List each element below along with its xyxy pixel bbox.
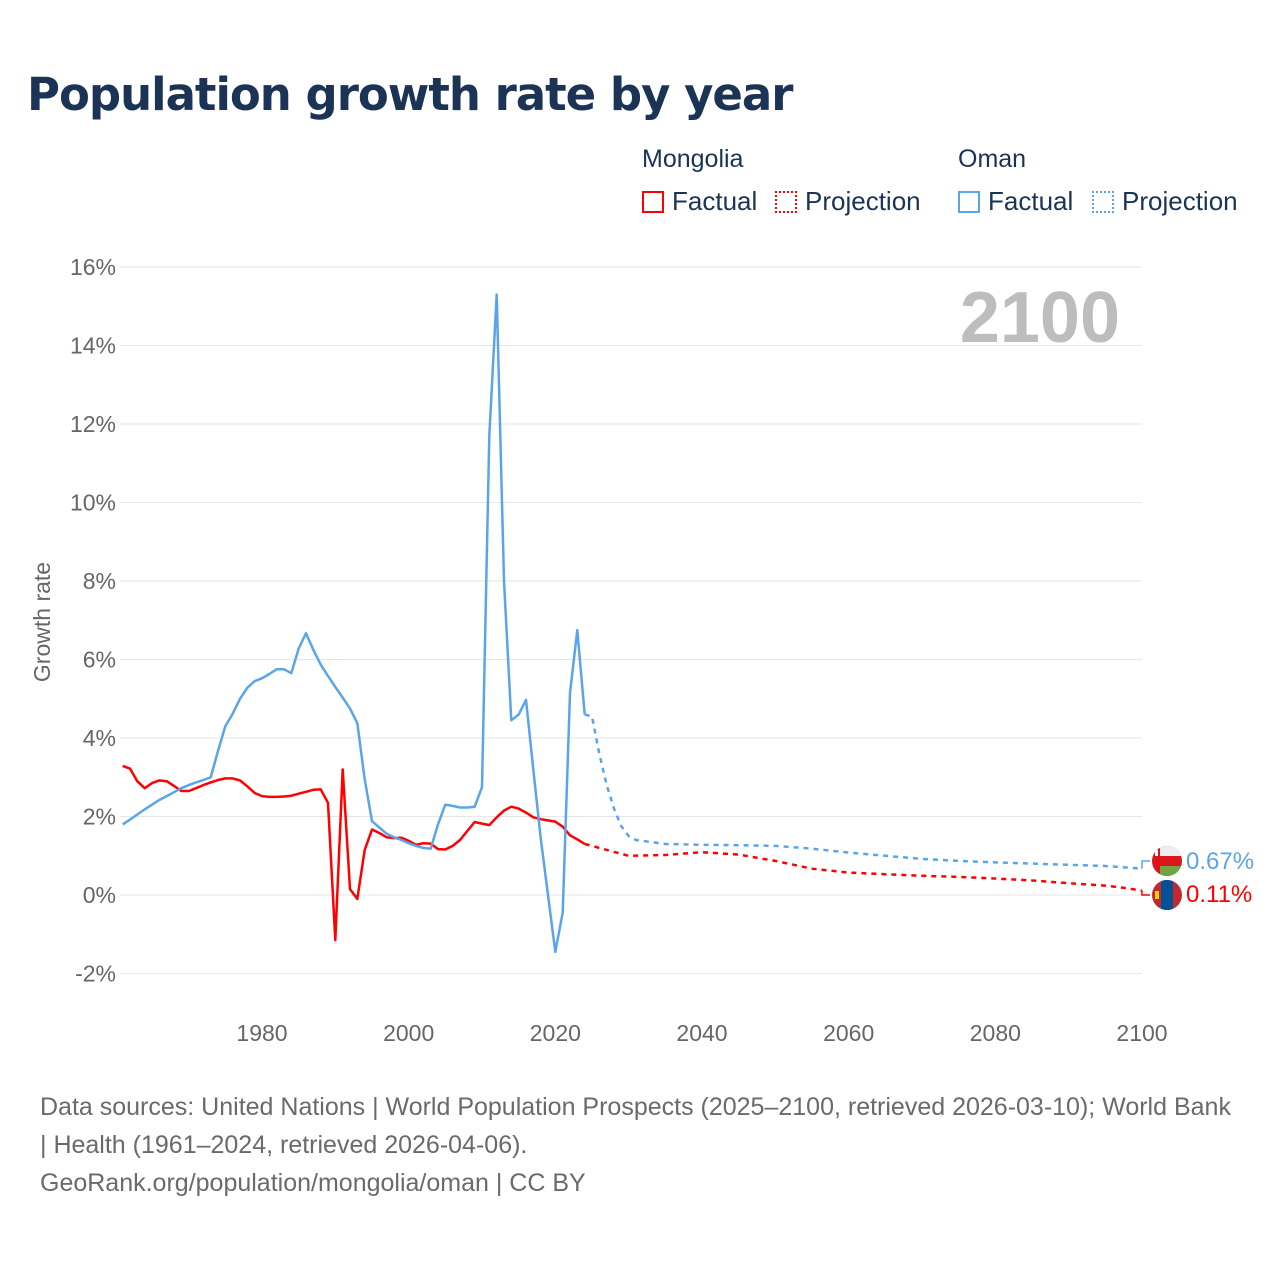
x-tick-label: 2080 <box>970 1020 1021 1046</box>
y-tick-label: 14% <box>70 333 116 359</box>
y-tick-label: -2% <box>75 961 116 987</box>
mongolia-end-value: 0.11% <box>1186 881 1252 908</box>
mongolia-factual-line <box>122 764 586 942</box>
x-tick-label: 2000 <box>383 1020 434 1046</box>
y-tick-label: 6% <box>83 647 116 673</box>
y-tick-label: 16% <box>70 254 116 280</box>
legend-label: Projection <box>1122 186 1238 216</box>
oman-end-value: 0.67% <box>1186 848 1254 875</box>
y-axis-label: Growth rate <box>29 562 55 682</box>
oman-projection-line <box>584 713 1143 870</box>
x-tick-label: 2020 <box>530 1020 581 1046</box>
legend-group-oman: Oman <box>958 145 1027 173</box>
credit-link[interactable]: GeoRank.org/population/mongolia/oman | C… <box>40 1169 586 1197</box>
line-chart: -2% 0% 2% 4% 6% 8% 10% 12% 14% 16% 1980 2000 2020 204… <box>29 254 1254 1046</box>
y-tick-label: 0% <box>83 882 116 908</box>
x-tick-label: 2060 <box>823 1020 874 1046</box>
flag-soyombo <box>1155 891 1159 899</box>
legend-mongolia-projection[interactable]: Projection <box>775 186 921 217</box>
x-tick-label: 1980 <box>236 1020 287 1046</box>
x-tick-label: 2040 <box>676 1020 727 1046</box>
legend-label: Factual <box>988 186 1074 216</box>
oman-end-connector <box>1141 860 1150 869</box>
legend-group-mongolia: Mongolia <box>642 145 744 173</box>
sources-text: Data sources: United Nations | World Pop… <box>40 1093 1231 1159</box>
oman-factual-line <box>122 293 586 954</box>
legend-mongolia-factual[interactable]: Factual <box>642 186 757 217</box>
legend-swatch-dotted-blue <box>1092 190 1114 213</box>
legend-swatch-solid-blue <box>958 190 980 213</box>
legend-oman-projection[interactable]: Projection <box>1092 186 1238 217</box>
oman-flag-icon <box>1152 846 1182 876</box>
flag-band <box>1160 866 1182 876</box>
mongolia-flag-icon <box>1152 880 1182 910</box>
mongolia-projection-line <box>584 842 1143 892</box>
flag-band <box>1160 846 1182 856</box>
legend-label: Projection <box>805 186 921 216</box>
flag-emblem <box>1155 850 1158 856</box>
legend-oman-factual[interactable]: Factual <box>958 186 1073 217</box>
mongolia-end-connector <box>1141 890 1150 896</box>
flag-body <box>1152 846 1182 876</box>
chart-title: Population growth rate by year <box>27 68 793 121</box>
y-tick-label: 2% <box>83 804 116 830</box>
legend-swatch-dotted-red <box>775 190 797 213</box>
y-tick-label: 8% <box>83 568 116 594</box>
flag-body <box>1152 880 1182 910</box>
flag-band <box>1161 880 1173 910</box>
y-tick-label: 4% <box>83 725 116 751</box>
x-tick-label: 2100 <box>1116 1020 1167 1046</box>
legend-swatch-solid-red <box>642 190 664 213</box>
data-sources: Data sources: United Nations | World Pop… <box>40 1088 1240 1202</box>
y-tick-label: 12% <box>70 411 116 437</box>
legend-label: Factual <box>672 186 758 216</box>
y-tick-label: 10% <box>70 490 116 516</box>
year-watermark: 2100 <box>960 278 1120 358</box>
